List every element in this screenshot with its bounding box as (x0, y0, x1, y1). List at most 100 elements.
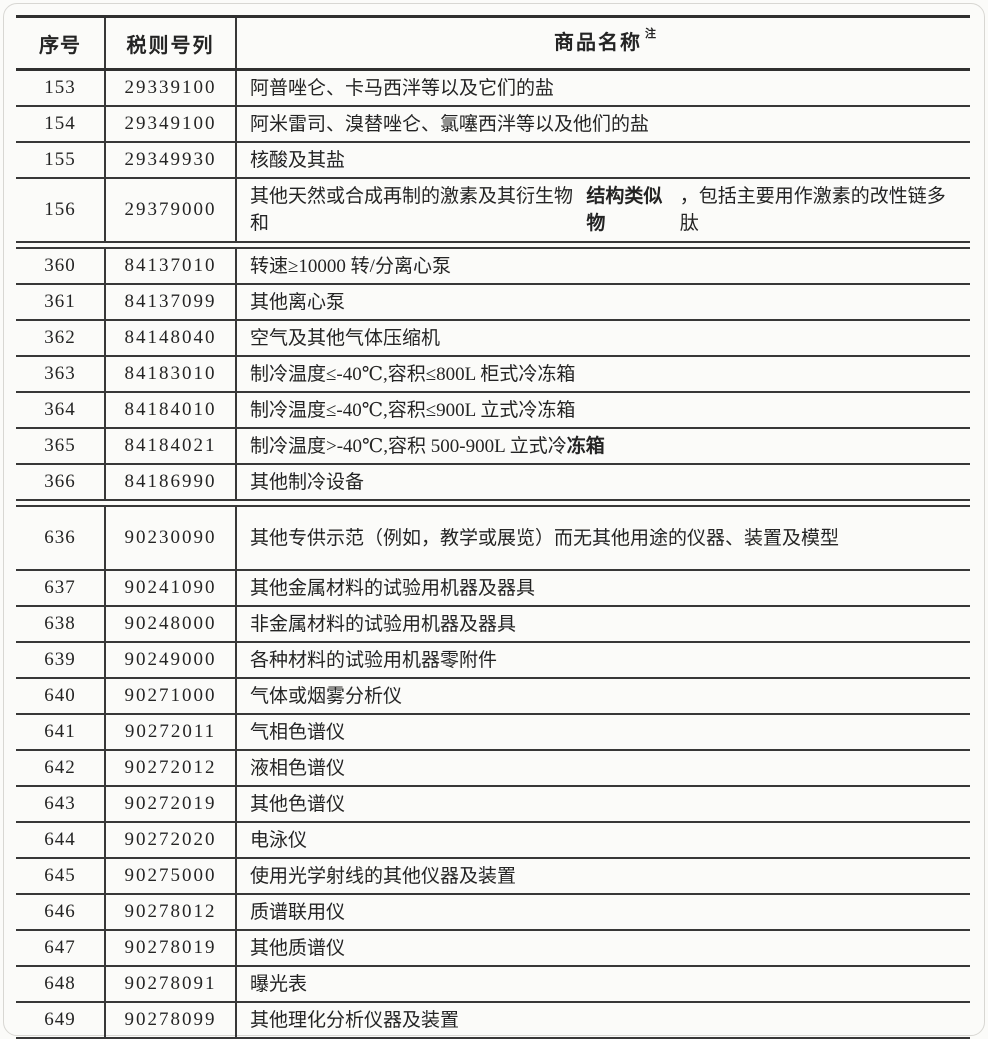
table-row: 642 90272012 液相色谱仪 (16, 751, 970, 787)
code-cell: 90249000 (106, 643, 237, 677)
name-cell: 液相色谱仪 (237, 751, 970, 785)
name-cell: 阿普唑仑、卡马西泮等以及它们的盐 (237, 71, 970, 105)
name-cell: 非金属材料的试验用机器及器具 (237, 607, 970, 641)
name-text: 其他质谱仪 (250, 937, 346, 959)
name-cell: 其他金属材料的试验用机器及器具 (237, 571, 970, 605)
name-text: 其他制冷设备 (250, 471, 365, 493)
code-cell: 90272011 (106, 715, 237, 749)
table-row: 649 90278099 其他理化分析仪器及装置 (16, 1003, 970, 1039)
code-cell: 29349930 (106, 143, 237, 177)
code-cell: 90278099 (106, 1003, 237, 1037)
table-row: 366 84186990 其他制冷设备 (16, 465, 970, 501)
name-text: 其他离心泵 (250, 291, 346, 313)
table-row: 641 90272011 气相色谱仪 (16, 715, 970, 751)
name-text: 转速≥10000 转/分离心泵 (250, 255, 451, 277)
name-text: 核酸及其盐 (250, 149, 346, 171)
name-text: 电泳仪 (250, 829, 308, 851)
table-row: 360 84137010 转速≥10000 转/分离心泵 (16, 249, 970, 285)
seq-cell: 643 (16, 787, 106, 821)
name-text: 其他理化分析仪器及装置 (250, 1009, 460, 1031)
name-cell: 各种材料的试验用机器零附件 (237, 643, 970, 677)
seq-cell: 155 (16, 143, 106, 177)
table-row: 365 84184021 制冷温度>-40℃,容积 500-900L 立式冷 冻箱 (16, 429, 970, 465)
name-cell: 核酸及其盐 (237, 143, 970, 177)
table-row: 648 90278091 曝光表 (16, 967, 970, 1003)
seq-cell: 646 (16, 895, 106, 929)
name-text: 阿米雷司、溴替唑仑、氯噻西泮等以及他们的盐 (250, 113, 650, 135)
table-row: 361 84137099 其他离心泵 (16, 285, 970, 321)
name-text: 制冷温度≤-40℃,容积≤900L 立式冷冻箱 (250, 399, 576, 421)
section-separator (16, 243, 970, 249)
seq-cell: 156 (16, 179, 106, 241)
name-cell: 其他专供示范（例如，教学或展览）而无其他用途的仪器、装置及模型 (237, 507, 970, 569)
table-row: 363 84183010 制冷温度≤-40℃,容积≤800L 柜式冷冻箱 (16, 357, 970, 393)
code-cell: 84186990 (106, 465, 237, 499)
table-row: 154 29349100 阿米雷司、溴替唑仑、氯噻西泮等以及他们的盐 (16, 107, 970, 143)
header-seq-label: 序号 (39, 34, 81, 57)
name-text: 冻箱 (566, 435, 605, 457)
name-text: 阿普唑仑、卡马西泮等以及它们的盐 (250, 77, 555, 99)
seq-cell: 642 (16, 751, 106, 785)
table-row: 364 84184010 制冷温度≤-40℃,容积≤900L 立式冷冻箱 (16, 393, 970, 429)
table-row: 362 84148040 空气及其他气体压缩机 (16, 321, 970, 357)
code-cell: 90278012 (106, 895, 237, 929)
table-row: 643 90272019 其他色谱仪 (16, 787, 970, 823)
code-cell: 84148040 (106, 321, 237, 355)
seq-cell: 365 (16, 429, 106, 463)
table-row: 638 90248000 非金属材料的试验用机器及器具 (16, 607, 970, 643)
name-cell: 电泳仪 (237, 823, 970, 857)
table-row: 639 90249000 各种材料的试验用机器零附件 (16, 643, 970, 679)
code-cell: 90241090 (106, 571, 237, 605)
code-cell: 90248000 (106, 607, 237, 641)
name-text: 制冷温度>-40℃,容积 500-900L 立式冷 (250, 435, 567, 457)
seq-cell: 637 (16, 571, 106, 605)
name-text: 非金属材料的试验用机器及器具 (250, 613, 517, 635)
seq-cell: 640 (16, 679, 106, 713)
header-name: 商品名称注 (237, 18, 970, 68)
name-text: 其他天然或合成再制的激素及其衍生物和 (250, 186, 574, 234)
name-text: 其他专供示范（例如，教学或展览）而无其他用途的仪器、装置及模型 (250, 527, 840, 549)
code-cell: 84184010 (106, 393, 237, 427)
table-row: 640 90271000 气体或烟雾分析仪 (16, 679, 970, 715)
name-text: ，包括主要用作激素的改性链多肽 (679, 186, 946, 234)
code-cell: 90271000 (106, 679, 237, 713)
table-row: 156 29379000 其他天然或合成再制的激素及其衍生物和 结构类似物 ，包括主要用… (16, 179, 970, 243)
name-text: 质谱联用仪 (250, 901, 346, 923)
name-cell: 气体或烟雾分析仪 (237, 679, 970, 713)
table-row: 636 90230090 其他专供示范（例如，教学或展览）而无其他用途的仪器、装置及… (16, 507, 970, 571)
table-row: 647 90278019 其他质谱仪 (16, 931, 970, 967)
name-cell: 曝光表 (237, 967, 970, 1001)
code-cell: 90278091 (106, 967, 237, 1001)
name-cell: 其他制冷设备 (237, 465, 970, 499)
name-cell: 制冷温度>-40℃,容积 500-900L 立式冷 冻箱 (237, 429, 970, 463)
name-cell: 质谱联用仪 (237, 895, 970, 929)
name-cell: 其他离心泵 (237, 285, 970, 319)
code-cell: 84137010 (106, 249, 237, 283)
table-row: 155 29349930 核酸及其盐 (16, 143, 970, 179)
name-text: 气相色谱仪 (250, 721, 346, 743)
seq-cell: 363 (16, 357, 106, 391)
seq-cell: 360 (16, 249, 106, 283)
name-text: 气体或烟雾分析仪 (250, 685, 403, 707)
header-code: 税则号列 (106, 18, 237, 68)
seq-cell: 644 (16, 823, 106, 857)
seq-cell: 361 (16, 285, 106, 319)
table-row: 644 90272020 电泳仪 (16, 823, 970, 859)
code-cell: 90230090 (106, 507, 237, 569)
seq-cell: 648 (16, 967, 106, 1001)
table-row: 153 29339100 阿普唑仑、卡马西泮等以及它们的盐 (16, 71, 970, 107)
name-cell: 气相色谱仪 (237, 715, 970, 749)
code-cell: 29349100 (106, 107, 237, 141)
name-text: 曝光表 (250, 973, 308, 995)
section-separator (16, 501, 970, 507)
name-cell: 使用光学射线的其他仪器及装置 (237, 859, 970, 893)
code-cell: 84137099 (106, 285, 237, 319)
seq-cell: 153 (16, 71, 106, 105)
code-cell: 84184021 (106, 429, 237, 463)
header-code-label: 税则号列 (126, 34, 215, 57)
name-cell: 其他质谱仪 (237, 931, 970, 965)
code-cell: 90272019 (106, 787, 237, 821)
name-cell: 转速≥10000 转/分离心泵 (237, 249, 970, 283)
header-seq: 序号 (16, 18, 106, 68)
seq-cell: 649 (16, 1003, 106, 1037)
